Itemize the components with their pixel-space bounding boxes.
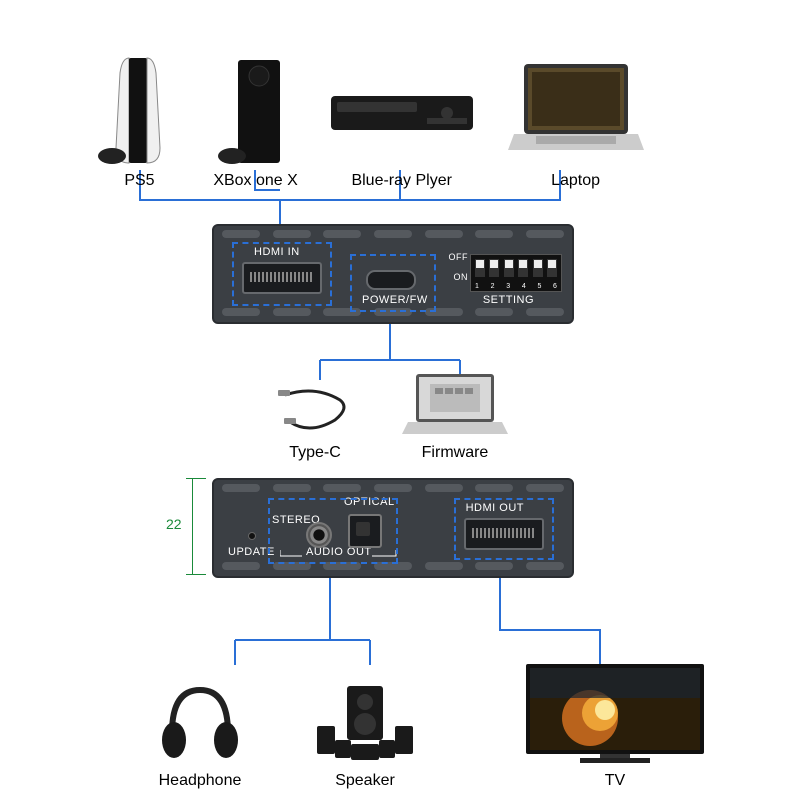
- device-tv: TV: [520, 658, 710, 790]
- device-panel-front: HDMI IN POWER/FW SETTING OFF ON 123456: [212, 224, 574, 324]
- device-ps5: PS5: [94, 48, 184, 190]
- dip-switch: 123456: [470, 254, 562, 292]
- device-label: Blue-ray Plyer: [351, 172, 451, 190]
- label-on: ON: [454, 272, 469, 282]
- device-label: Laptop: [551, 172, 600, 190]
- hdmi-in-port: [242, 262, 322, 294]
- device-label: PS5: [124, 172, 154, 190]
- label-update: UPDATE: [228, 546, 275, 558]
- label-setting: SETTING: [483, 294, 534, 306]
- stereo-jack: [306, 522, 332, 548]
- dimension-tick-bot: [186, 574, 206, 575]
- dimension-line-v: [192, 478, 193, 574]
- device-label: Speaker: [335, 772, 395, 790]
- device-typec-cable: Type-C: [270, 380, 360, 462]
- update-pinhole: [248, 532, 256, 540]
- output-devices-row: Headphone Speaker: [150, 658, 710, 790]
- label-hdmi-out: HDMI OUT: [466, 502, 524, 514]
- device-label: TV: [605, 772, 625, 790]
- device-label: Type-C: [289, 444, 341, 462]
- mid-devices-row: Type-C Firmware: [250, 370, 530, 462]
- dimension-tick-top: [186, 478, 206, 479]
- device-xbox: XBox one X: [213, 48, 298, 190]
- label-hdmi-in: HDMI IN: [254, 246, 300, 258]
- device-headphone: Headphone: [150, 678, 250, 790]
- optical-port: [348, 514, 382, 548]
- device-label: XBox one X: [213, 172, 298, 190]
- device-laptop: Laptop: [506, 38, 646, 190]
- dimension-value: 22: [166, 516, 182, 532]
- device-panel-back: OPTICAL STEREO UPDATE AUDIO OUT HDMI OUT: [212, 478, 574, 578]
- label-power-fw: POWER/FW: [362, 294, 428, 306]
- usbc-port: [366, 270, 416, 290]
- hdmi-out-port: [464, 518, 544, 550]
- label-off: OFF: [449, 252, 469, 262]
- device-label: Headphone: [159, 772, 242, 790]
- device-speaker: Speaker: [305, 678, 425, 790]
- device-firmware-laptop: Firmware: [400, 370, 510, 462]
- device-bluray: Blue-ray Plyer: [327, 18, 477, 190]
- device-label: Firmware: [422, 444, 489, 462]
- input-devices-row: PS5 XBox one X Blue-ray Plyer: [80, 18, 660, 190]
- label-optical: OPTICAL: [344, 496, 395, 508]
